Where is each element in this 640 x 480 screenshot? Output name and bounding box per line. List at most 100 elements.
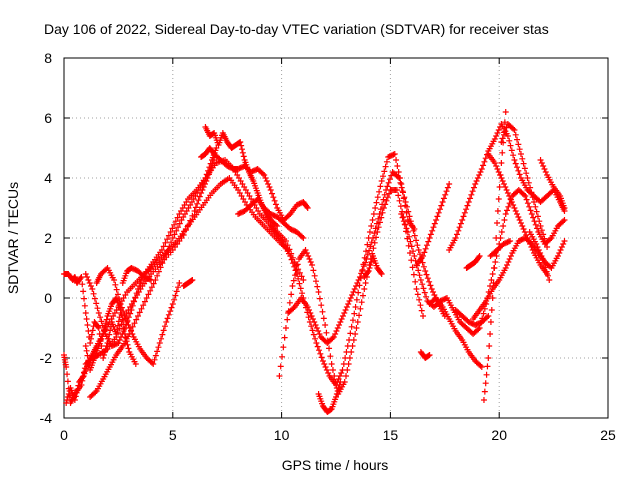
- data-point: [521, 165, 528, 172]
- data-point: [162, 239, 169, 246]
- data-point: [483, 371, 490, 378]
- data-point: [344, 367, 351, 373]
- data-point: [107, 327, 114, 334]
- data-point: [561, 217, 568, 223]
- series-12: [267, 151, 418, 388]
- data-point: [414, 242, 421, 249]
- data-point: [270, 194, 277, 201]
- data-point: [305, 253, 312, 259]
- data-point: [364, 251, 371, 258]
- data-point: [194, 200, 201, 207]
- data-point: [541, 260, 548, 267]
- data-point: [560, 241, 567, 247]
- data-point: [368, 259, 375, 265]
- data-point: [533, 208, 540, 215]
- data-point: [515, 167, 522, 174]
- data-point: [420, 285, 427, 292]
- data-point: [332, 331, 339, 337]
- data-point: [79, 374, 86, 381]
- data-point: [368, 223, 375, 229]
- data-point: [302, 247, 309, 253]
- data-point: [158, 335, 165, 342]
- data-point: [359, 292, 366, 299]
- data-point: [171, 231, 178, 238]
- data-point: [372, 205, 379, 211]
- data-point: [503, 187, 510, 193]
- data-point: [396, 175, 403, 181]
- data-point: [77, 275, 84, 282]
- data-point: [423, 293, 430, 300]
- data-point: [126, 325, 133, 331]
- data-point: [195, 197, 202, 204]
- data-point: [333, 394, 339, 400]
- data-point: [64, 371, 71, 378]
- data-point: [498, 160, 505, 166]
- data-point: [121, 331, 128, 337]
- data-point: [272, 201, 279, 208]
- data-point: [192, 204, 199, 211]
- data-point: [346, 298, 353, 304]
- data-point: [371, 230, 378, 237]
- data-point: [353, 283, 360, 289]
- series-6: [93, 265, 183, 367]
- data-point: [498, 175, 505, 181]
- data-point: [165, 311, 172, 318]
- data-point: [328, 361, 335, 367]
- data-point: [378, 178, 385, 184]
- data-point: [523, 170, 530, 177]
- data-point: [319, 358, 326, 364]
- data-point: [495, 127, 502, 133]
- data-point: [430, 224, 437, 231]
- data-point: [426, 352, 433, 358]
- grid: [64, 58, 608, 418]
- data-point: [154, 272, 161, 279]
- data-point: [320, 315, 327, 322]
- data-point: [527, 241, 534, 247]
- data-point: [132, 294, 139, 301]
- data-point: [81, 295, 88, 302]
- data-point: [534, 213, 541, 220]
- data-point: [491, 136, 498, 142]
- data-point: [369, 217, 376, 223]
- data-point: [325, 370, 332, 376]
- data-point: [84, 352, 91, 359]
- data-point: [494, 208, 501, 214]
- data-point: [65, 391, 72, 397]
- data-point: [502, 184, 509, 190]
- data-point: [263, 178, 270, 184]
- data-point: [423, 242, 430, 249]
- data-point: [176, 220, 183, 227]
- data-point: [446, 181, 453, 187]
- data-point: [237, 139, 244, 145]
- data-point: [524, 200, 531, 207]
- data-point: [411, 232, 418, 239]
- series-23: [452, 307, 492, 328]
- data-point: [129, 302, 136, 309]
- data-point: [544, 272, 551, 279]
- data-point: [413, 286, 420, 292]
- data-point: [378, 214, 385, 221]
- data-point: [155, 344, 162, 351]
- series-15: [315, 379, 344, 415]
- data-point: [560, 218, 567, 225]
- data-point: [439, 199, 446, 205]
- data-point: [504, 190, 511, 196]
- data-point: [430, 289, 437, 295]
- data-point: [393, 187, 400, 193]
- data-point: [136, 309, 143, 316]
- data-point: [494, 130, 501, 136]
- data-point: [517, 220, 524, 226]
- data-point: [442, 191, 449, 198]
- data-point: [514, 164, 521, 171]
- data-point: [152, 352, 159, 359]
- data-point: [129, 323, 136, 330]
- data-point: [455, 227, 462, 234]
- data-point: [122, 315, 129, 322]
- data-point: [507, 253, 514, 259]
- data-point: [499, 178, 506, 184]
- data-point: [127, 310, 134, 317]
- data-point: [282, 325, 289, 331]
- data-point: [515, 141, 522, 148]
- data-point: [83, 316, 90, 322]
- data-point: [394, 163, 401, 169]
